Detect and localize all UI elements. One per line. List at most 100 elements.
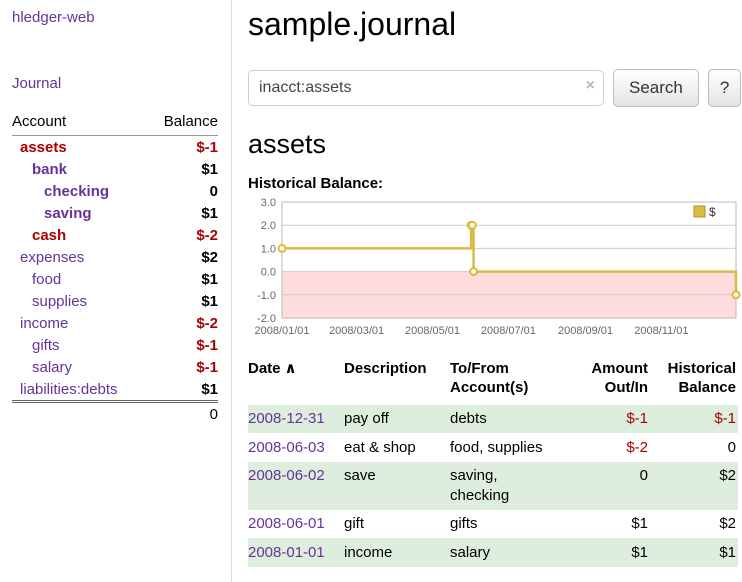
register-header-date[interactable]: Date ∧ — [248, 360, 297, 377]
svg-text:2008/07/01: 2008/07/01 — [481, 325, 536, 337]
accounts-table: Account Balance assets $-1 bank $1 checking 0… — [12, 109, 218, 426]
account-row: liabilities:debts $1 — [12, 378, 218, 402]
account-balance: $1 — [201, 270, 218, 288]
account-link-cash[interactable]: cash — [32, 226, 67, 244]
account-link-bank[interactable]: bank — [32, 160, 68, 178]
clear-search-icon[interactable]: × — [585, 77, 595, 94]
register-date-cell: 2008-12-31 — [248, 404, 344, 433]
accounts-total-spacer — [12, 400, 149, 426]
account-link-expenses[interactable]: expenses — [20, 248, 85, 266]
account-cell: supplies — [12, 290, 148, 312]
register-balance-cell: $1 — [656, 538, 738, 567]
account-cell: liabilities:debts — [12, 378, 148, 402]
account-balance: $-2 — [196, 226, 218, 244]
accounts-total-row: 0 — [12, 400, 218, 426]
register-date-cell: 2008-06-03 — [248, 433, 344, 462]
account-row: food $1 — [12, 268, 218, 290]
transaction-date-link[interactable]: 2008-06-02 — [248, 467, 325, 484]
transaction-date-link[interactable]: 2008-01-01 — [248, 543, 325, 561]
account-link-income[interactable]: income — [20, 314, 69, 332]
account-balance: $1 — [201, 204, 218, 222]
register-row: 2008-06-02 save saving, checking 0 $2 — [248, 461, 738, 510]
register-accounts-cell: food, supplies — [450, 438, 543, 456]
page-title: sample.journal — [248, 6, 457, 42]
register-header-amount: Amount Out/In — [591, 360, 648, 396]
register-header-accounts: To/From Account(s) — [450, 360, 529, 396]
register-balance-cell: $2 — [656, 461, 738, 510]
app-title: hledger-web — [12, 9, 231, 26]
search-bar: × Search ? — [248, 69, 742, 107]
register-header-description: Description — [344, 360, 427, 377]
account-row: checking 0 — [12, 180, 218, 202]
accounts-header-row: Account Balance — [12, 109, 218, 136]
main-content: sample.journal × Search ? assets Histori… — [232, 0, 742, 582]
nav: Journal — [12, 75, 231, 109]
sidebar: hledger-web Journal Account Balance asse… — [0, 0, 232, 582]
account-balance: $1 — [201, 292, 218, 310]
account-cell: food — [12, 268, 148, 290]
svg-text:-2.0: -2.0 — [257, 313, 276, 325]
register-amount-cell: $-1 — [580, 404, 656, 433]
register-table: Date ∧ Description To/From Account(s) Amou… — [248, 358, 738, 567]
account-link-gifts[interactable]: gifts — [32, 336, 60, 354]
transaction-date-link[interactable]: 2008-06-03 — [248, 438, 325, 456]
historical-balance-chart: 3.0 2.0 1.0 0.0 -1.0 -2.0 2008/01/01 2008/03/01… — [248, 194, 742, 346]
account-link-supplies[interactable]: supplies — [32, 292, 88, 310]
svg-text:2008/11/01: 2008/11/01 — [634, 325, 688, 337]
account-cell: bank — [12, 158, 148, 180]
account-link-checking[interactable]: checking — [44, 182, 110, 200]
account-link-liabilities-debts[interactable]: liabilities:debts — [20, 380, 118, 398]
register-date-cell: 2008-06-01 — [248, 510, 344, 539]
svg-text:-1.0: -1.0 — [257, 290, 276, 302]
account-row: salary $-1 — [12, 356, 218, 378]
svg-text:$: $ — [709, 205, 716, 219]
account-heading: assets — [248, 129, 327, 159]
account-balance: $-1 — [196, 336, 218, 354]
svg-text:2.0: 2.0 — [261, 220, 276, 232]
account-row: saving $1 — [12, 202, 218, 224]
transaction-date-link[interactable]: 2008-06-01 — [248, 515, 325, 532]
account-cell: checking — [12, 180, 148, 202]
register-description-cell: pay off — [344, 404, 450, 433]
register-description-cell: eat & shop — [344, 438, 416, 456]
accounts-header-account: Account — [12, 109, 149, 136]
register-amount-cell: 0 — [580, 461, 656, 510]
register-row: 2008-06-01 gift gifts $1 $2 — [248, 510, 738, 539]
account-link-saving[interactable]: saving — [44, 204, 92, 222]
register-row: 2008-12-31 pay off debts $-1 $-1 — [248, 404, 738, 433]
account-cell: gifts — [12, 334, 148, 356]
search-input[interactable] — [248, 70, 604, 106]
register-description-cell: income — [344, 538, 450, 567]
accounts-header-balance: Balance — [148, 109, 218, 136]
app-title-link[interactable]: hledger-web — [12, 9, 95, 26]
account-link-food[interactable]: food — [32, 270, 62, 288]
svg-text:2008/09/01: 2008/09/01 — [558, 325, 613, 337]
account-link-salary[interactable]: salary — [32, 358, 73, 376]
account-link-assets[interactable]: assets — [20, 138, 67, 156]
account-balance: $2 — [201, 248, 218, 266]
account-balance: $1 — [201, 380, 218, 398]
journal-link[interactable]: Journal — [12, 75, 62, 92]
account-row: bank $1 — [12, 158, 218, 180]
register-description-cell: save — [344, 461, 450, 510]
register-accounts-cell: salary — [450, 538, 580, 567]
svg-text:2008/01/01: 2008/01/01 — [254, 325, 309, 337]
account-cell: salary — [12, 356, 148, 378]
account-cell: income — [12, 312, 148, 334]
search-button[interactable]: Search — [613, 69, 699, 107]
svg-text:3.0: 3.0 — [261, 197, 276, 209]
svg-text:2008/03/01: 2008/03/01 — [329, 325, 384, 337]
register-date-cell: 2008-06-02 — [248, 461, 344, 510]
register-balance-cell: 0 — [727, 438, 736, 456]
register-date-cell: 2008-01-01 — [248, 538, 344, 567]
help-button[interactable]: ? — [707, 69, 742, 107]
svg-text:0.0: 0.0 — [261, 267, 276, 279]
account-balance: 0 — [209, 182, 218, 200]
transaction-date-link[interactable]: 2008-12-31 — [248, 410, 325, 427]
account-row: cash $-2 — [12, 224, 218, 246]
account-row: expenses $2 — [12, 246, 218, 268]
register-accounts-cell: debts — [450, 404, 580, 433]
register-header-balance: Historical Balance — [667, 360, 736, 396]
register-header-row: Date ∧ Description To/From Account(s) Amou… — [248, 358, 738, 405]
